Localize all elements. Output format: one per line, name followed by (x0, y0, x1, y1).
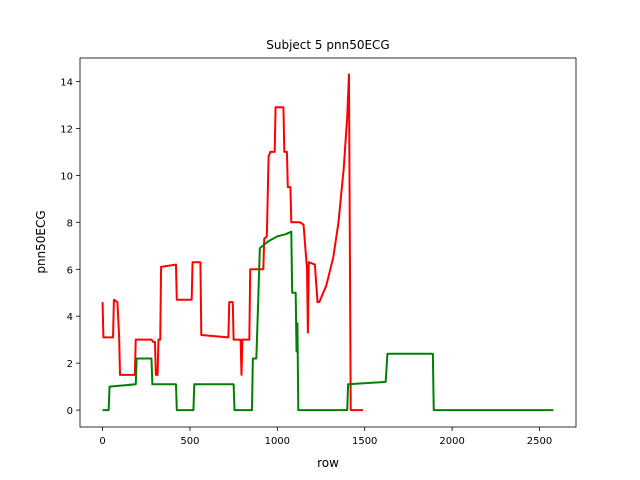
y-tick-label: 0 (67, 406, 73, 417)
y-tick-label: 14 (60, 77, 73, 88)
y-tick-label: 2 (67, 359, 73, 370)
y-axis-label: pnn50ECG (34, 210, 48, 273)
x-tick-label: 2000 (439, 436, 464, 447)
y-tick-label: 10 (60, 171, 73, 182)
x-axis-label: row (317, 456, 339, 470)
data-line (101, 73, 363, 412)
x-tick-label: 0 (99, 436, 105, 447)
y-tick-label: 6 (67, 265, 73, 276)
chart-title: Subject 5 pnn50ECG (266, 38, 389, 52)
y-tick-label: 12 (60, 124, 73, 135)
y-tick-label: 8 (67, 218, 73, 229)
x-tick-label: 500 (180, 436, 199, 447)
plot-frame (79, 57, 577, 428)
y-tick-label: 4 (67, 312, 73, 323)
data-line (102, 230, 554, 412)
x-tick-label: 1500 (352, 436, 377, 447)
x-tick-label: 2500 (527, 436, 552, 447)
x-tick-label: 1000 (265, 436, 290, 447)
